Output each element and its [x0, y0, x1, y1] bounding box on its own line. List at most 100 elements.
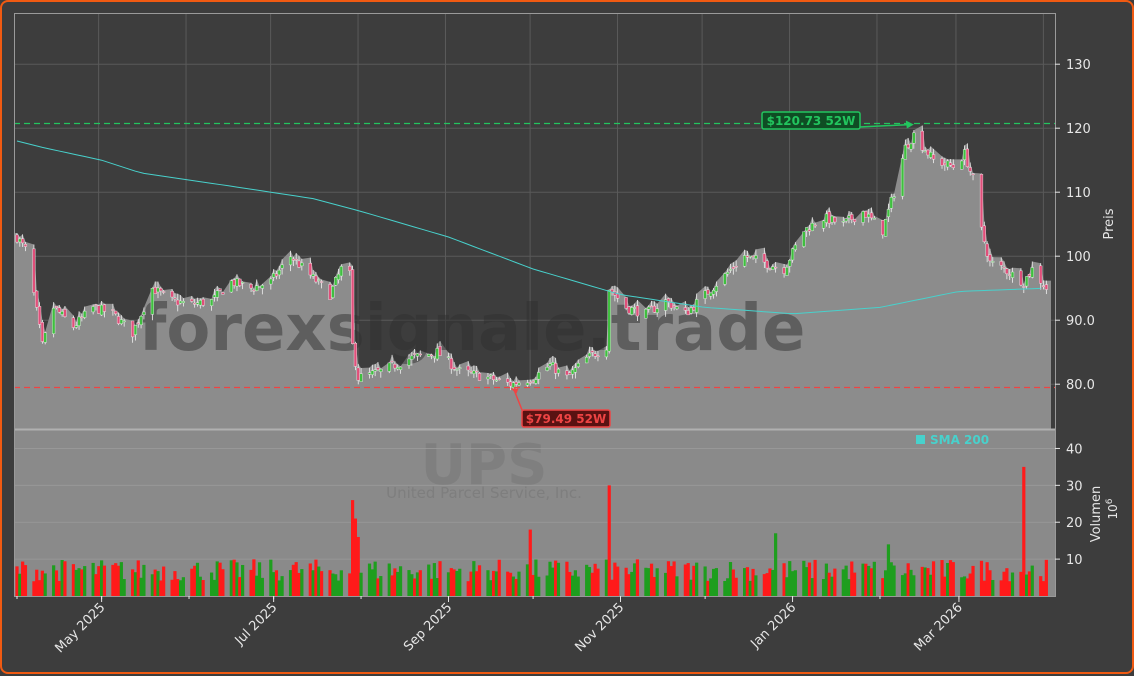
- candle-body: [508, 381, 513, 387]
- volume-bar: [861, 563, 865, 596]
- volume-bar: [988, 570, 992, 596]
- volume-bar: [649, 563, 654, 596]
- volume-bar: [297, 572, 301, 596]
- candle-body: [102, 304, 107, 312]
- volume-bar: [675, 576, 679, 596]
- candle-body: [1044, 284, 1048, 290]
- volume-bar: [300, 569, 304, 596]
- candle-body: [334, 277, 338, 286]
- candle-body: [156, 287, 160, 293]
- volume-unit-base: 10: [1106, 504, 1120, 519]
- volume-bar: [494, 571, 499, 596]
- candle-body: [850, 214, 854, 220]
- candle-body: [1019, 270, 1023, 286]
- volume-bar: [782, 563, 786, 596]
- candle-body: [91, 306, 95, 313]
- candle-body: [77, 316, 81, 326]
- candle-body: [492, 375, 496, 381]
- candle-body: [793, 244, 797, 250]
- candle-body: [232, 279, 236, 286]
- candle-body: [675, 306, 679, 310]
- candle-body: [317, 279, 321, 281]
- volume-bar: [743, 568, 747, 596]
- volume-bar: [331, 573, 335, 596]
- volume-bar: [100, 560, 104, 596]
- volume-bar: [334, 574, 338, 596]
- candle-body: [221, 292, 225, 295]
- candle-body: [886, 209, 891, 218]
- volume-bar: [785, 577, 789, 596]
- volume-bar: [751, 568, 755, 596]
- candle-body: [570, 369, 575, 375]
- volume-bar: [116, 565, 121, 596]
- volume-bar: [57, 580, 61, 596]
- candle-body: [833, 217, 837, 223]
- volume-bar: [884, 570, 888, 596]
- volume-bar: [257, 562, 262, 596]
- volume-bar: [458, 568, 462, 596]
- volume-bar: [881, 578, 885, 596]
- volume-bar: [238, 577, 242, 596]
- watermark-brand: forexsignale.trade: [139, 292, 806, 366]
- candle-body: [435, 348, 439, 360]
- candle-body: [170, 291, 174, 298]
- volume-bar: [545, 575, 549, 596]
- candle-body: [418, 353, 422, 356]
- volume-bar: [452, 569, 456, 596]
- volume-bar: [162, 566, 166, 596]
- candle-body: [260, 285, 264, 289]
- candle-body: [714, 286, 719, 292]
- high-52w-arrowhead: [905, 120, 914, 129]
- candle-body: [644, 308, 648, 319]
- volume-bar: [886, 544, 891, 596]
- candle-body: [235, 278, 239, 287]
- candle-body: [294, 258, 298, 261]
- volume-bar: [962, 576, 967, 596]
- candle-body: [407, 358, 411, 366]
- candle-body: [692, 306, 696, 311]
- volume-bar: [517, 571, 521, 596]
- candle-body: [664, 299, 668, 311]
- candle-body: [97, 305, 101, 314]
- candle-body: [912, 132, 916, 144]
- volume-bar: [731, 569, 735, 596]
- volume-bar: [181, 577, 185, 596]
- candle-body: [946, 160, 950, 168]
- candle-body: [824, 213, 828, 223]
- volume-bar: [635, 559, 640, 596]
- candle-body: [774, 266, 778, 269]
- candle-body: [585, 357, 589, 364]
- volume-bar: [201, 580, 205, 596]
- candle-body: [80, 316, 84, 319]
- volume-bar: [548, 561, 552, 596]
- candle-body: [376, 367, 380, 371]
- candle-body: [193, 302, 197, 305]
- candle-body: [373, 369, 377, 372]
- volume-bar: [477, 565, 482, 596]
- candle-body: [666, 298, 671, 302]
- volume-bar: [590, 572, 594, 596]
- candle-body: [751, 255, 755, 257]
- volume-bar: [734, 577, 738, 596]
- volume-bar: [209, 572, 214, 596]
- candle-body: [173, 297, 177, 300]
- candle-body: [635, 305, 640, 317]
- volume-bar: [802, 560, 806, 596]
- candle-body: [929, 151, 933, 158]
- candle-body: [706, 289, 710, 295]
- candle-body: [356, 367, 360, 381]
- candle-body: [867, 213, 871, 218]
- candle-body: [427, 353, 431, 357]
- volume-bar: [393, 568, 397, 596]
- volume-bar: [864, 563, 868, 596]
- volume-bar: [97, 566, 101, 596]
- volume-bar: [190, 568, 194, 596]
- volume-bar: [771, 569, 775, 596]
- candle-body: [116, 316, 121, 324]
- candle-body: [596, 355, 600, 358]
- candle-body: [415, 353, 420, 357]
- date-tick-label: May 2025: [53, 600, 109, 656]
- volume-bar: [768, 568, 772, 596]
